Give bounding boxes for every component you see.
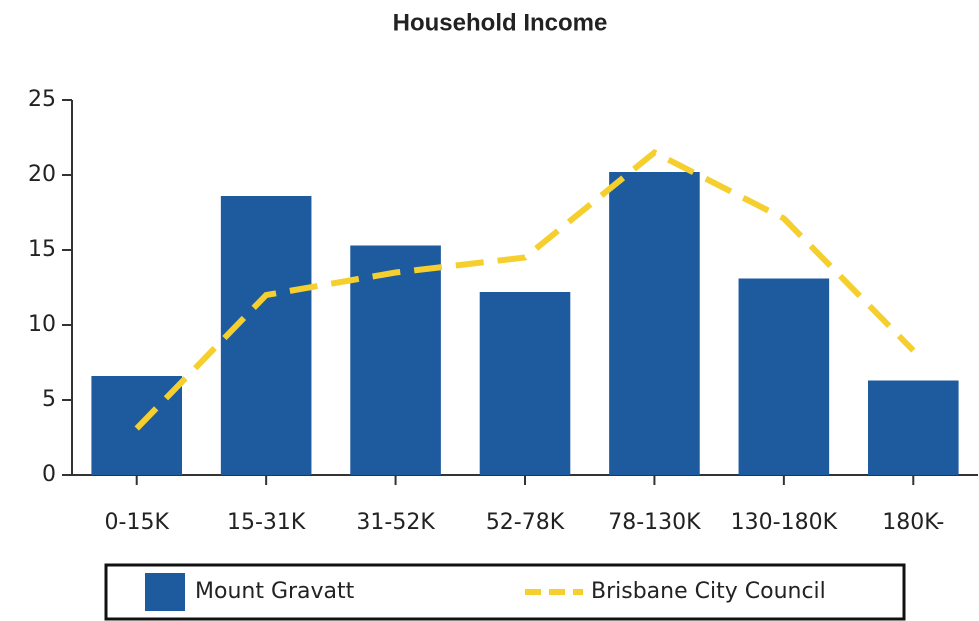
x-tick-label: 15-31K	[227, 510, 306, 535]
chart-title: Household Income	[393, 9, 608, 36]
legend-box	[104, 563, 906, 621]
x-tick-label: 78-130K	[608, 510, 701, 535]
bar	[867, 380, 959, 475]
y-tick-label: 10	[28, 312, 56, 337]
bar	[479, 292, 571, 475]
legend-label: Brisbane City Council	[591, 579, 826, 604]
x-tick-label: 31-52K	[356, 510, 435, 535]
x-tick-label: 0-15K	[105, 510, 170, 535]
bar	[350, 245, 441, 475]
bar	[738, 278, 830, 475]
y-tick-label: 5	[42, 387, 56, 412]
legend: Mount Gravatt Brisbane City Council	[104, 563, 906, 621]
y-tick-label: 0	[42, 462, 56, 487]
x-tick-label: 52-78K	[486, 510, 565, 535]
legend-swatch	[145, 573, 185, 611]
bar	[609, 172, 700, 475]
x-tick-label: 130-180K	[731, 510, 838, 535]
y-tick-label: 25	[28, 87, 56, 112]
legend-label: Mount Gravatt	[195, 579, 355, 604]
y-tick-label: 15	[28, 237, 56, 262]
y-tick-label: 20	[28, 162, 56, 187]
x-tick-label: 180K-	[882, 510, 944, 535]
line	[134, 148, 916, 431]
bar	[220, 196, 312, 475]
